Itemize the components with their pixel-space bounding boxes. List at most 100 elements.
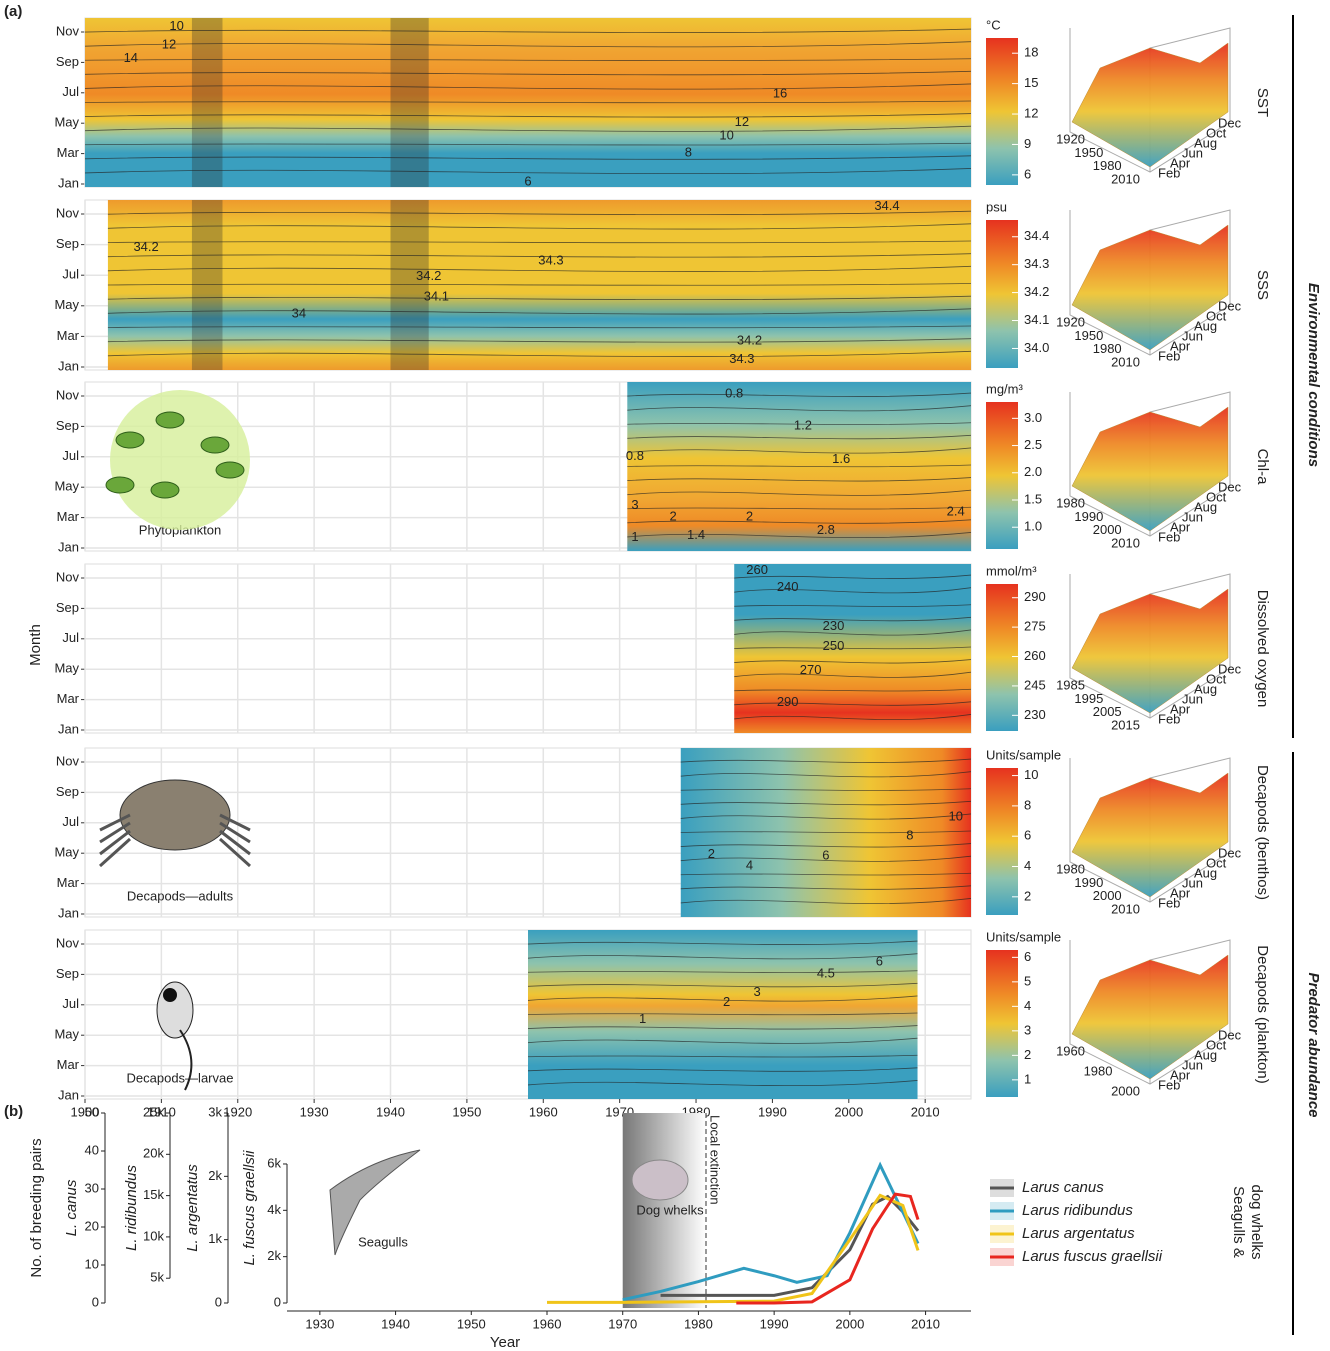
surface-year-label: 1980 (1056, 861, 1085, 876)
contour-label: 16 (773, 85, 787, 100)
y-tick-label: May (54, 115, 79, 130)
contour-line (84, 100, 972, 104)
colorbar-tick-label: 3.0 (1024, 410, 1042, 425)
y-tick-label: May (54, 297, 79, 312)
y-tick-label: Mar (57, 145, 80, 160)
x-axis-title: Year (490, 1334, 520, 1351)
side-label: Chl-a (1254, 449, 1271, 486)
y-tick-label: Jul (62, 448, 79, 463)
contour-label: 1.6 (832, 451, 850, 466)
x-tick-label: 1950 (457, 1316, 486, 1331)
colorbar-tick-label: 6 (1024, 949, 1031, 964)
contour-line (527, 1067, 918, 1072)
contour-label: 10 (719, 128, 733, 143)
contour-label: 12 (735, 114, 749, 129)
contour-line (527, 940, 918, 945)
contour-line (527, 1080, 918, 1087)
surface-year-label: 2010 (1111, 535, 1140, 550)
contour-label: 6 (876, 954, 883, 969)
surface-month-label: Oct (1206, 1037, 1227, 1052)
contour-line (734, 604, 972, 607)
crab-leg (98, 837, 132, 868)
colorbar-tick-label: 12 (1024, 105, 1038, 120)
contour-line (627, 405, 972, 412)
colorbar-tick-label: 34.3 (1024, 256, 1049, 271)
surface-year-label: 1990 (1074, 509, 1103, 524)
colorbar-unit: °C (986, 17, 1001, 32)
contour-line (107, 223, 972, 230)
y-tick-label: Mar (57, 1057, 80, 1072)
contour-line (84, 142, 972, 146)
x-tick-label: 1970 (608, 1316, 637, 1331)
x-tick-label: 2000 (834, 1104, 863, 1119)
dog-whelk-period (622, 1113, 706, 1308)
contour-label: 2 (723, 994, 730, 1009)
contour-label: 0.8 (725, 385, 743, 400)
phytoplankton-cell (115, 431, 145, 449)
contour-line (627, 434, 972, 440)
y-tick-label: Nov (56, 753, 80, 768)
contour-line (680, 855, 972, 862)
surface-year-label: 1920 (1056, 314, 1085, 329)
y-tick-label: Jul (62, 84, 79, 99)
x-tick-label: 1920 (223, 1104, 252, 1119)
contour-line (734, 616, 972, 622)
contour-line (680, 758, 972, 763)
surface-year-label: 2000 (1093, 522, 1122, 537)
surface-month-label: Oct (1206, 308, 1227, 323)
x-tick-label: 2010 (911, 1316, 940, 1331)
colorbar-tick-label: 2.5 (1024, 437, 1042, 452)
surface-year-label: 2010 (1111, 354, 1140, 369)
surface-month-label: Oct (1206, 671, 1227, 686)
phytoplankton-cell (105, 476, 135, 494)
colorbar-unit: Units/sample (986, 929, 1061, 944)
y-tick-label: 4k (267, 1202, 281, 1217)
y-tick-label: 2k (208, 1168, 222, 1183)
contour-line (734, 714, 972, 721)
contour-label: 34 (292, 305, 306, 320)
contour-label: 8 (685, 145, 692, 160)
surface-month-label: Feb (1158, 348, 1180, 363)
contour-line (680, 788, 972, 791)
contour-label: 230 (823, 618, 845, 633)
surface-month-label: Feb (1158, 165, 1180, 180)
surface-month-label: Apr (1170, 885, 1191, 900)
contour-line (734, 574, 972, 579)
y-tick-label: 25k (143, 1104, 164, 1119)
x-tick-label: 1900 (71, 1104, 100, 1119)
surface-month-label: Feb (1158, 529, 1180, 544)
contour-line (84, 125, 972, 132)
x-tick-label: 1980 (684, 1316, 713, 1331)
contour-line (734, 701, 972, 706)
x-tick-label: 1990 (760, 1316, 789, 1331)
contour-label: 3 (754, 984, 761, 999)
surface-month-label: Jun (1182, 1057, 1203, 1072)
surface-month-label: Dec (1218, 115, 1242, 130)
surface-month-label: Apr (1170, 338, 1191, 353)
contour-line (107, 295, 972, 301)
y-tick-label: Mar (57, 509, 80, 524)
y-tick-label: 3k (208, 1104, 222, 1119)
y-tick-label: Nov (56, 569, 80, 584)
y-tick-label: 2k (267, 1248, 281, 1263)
y-tick-label: 10 (85, 1256, 99, 1271)
phytoplankton-cell (155, 411, 185, 429)
colorbar-tick-label: 260 (1024, 648, 1046, 663)
shaded-period (191, 18, 223, 187)
whelk-image (631, 1159, 689, 1201)
surface-month-label: Oct (1206, 855, 1227, 870)
surface-month-label: Dec (1218, 479, 1242, 494)
shaded-period (390, 18, 429, 187)
annotation: Local extinction (708, 1115, 723, 1205)
surface-year-label: 1985 (1056, 677, 1085, 692)
y-tick-label: 50 (85, 1104, 99, 1119)
surface-year-label: 1995 (1074, 691, 1103, 706)
y-tick-label: Mar (57, 875, 80, 890)
surface-month-label: Jun (1182, 145, 1203, 160)
colorbar-tick-label: 34.4 (1024, 228, 1049, 243)
contour-line (527, 1054, 918, 1058)
side-label: Decapods (plankton) (1254, 945, 1271, 1083)
y-tick-label: 40 (85, 1142, 99, 1157)
y-tick-label: Nov (56, 387, 80, 402)
y-tick-label: 0 (92, 1294, 99, 1309)
